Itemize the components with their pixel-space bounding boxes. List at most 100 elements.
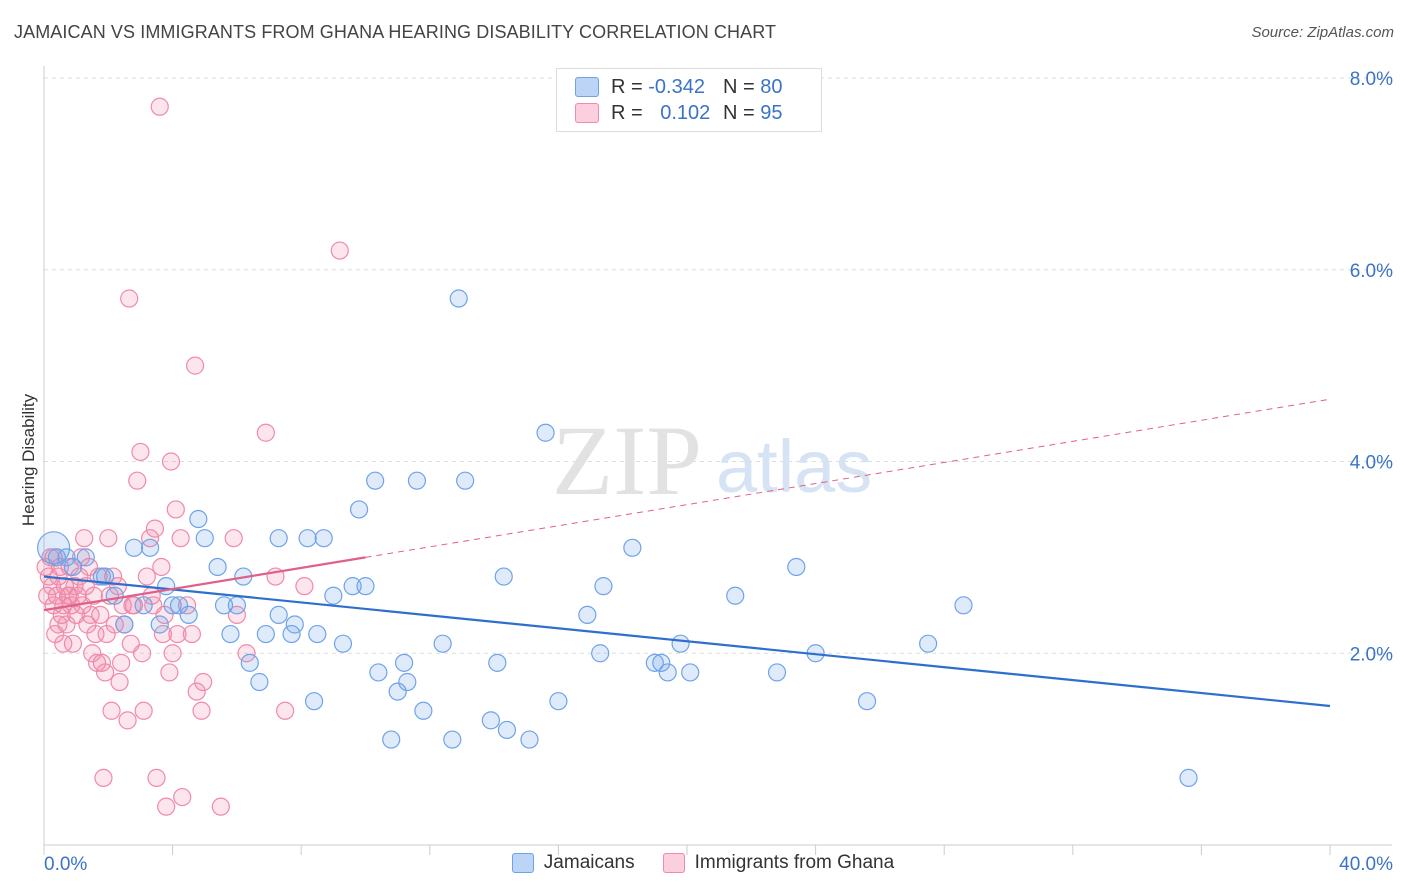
data-point-jamaican bbox=[652, 653, 671, 672]
data-point-jamaican bbox=[449, 289, 468, 308]
data-point-ghana bbox=[120, 289, 139, 308]
x-tick-label: 0.0% bbox=[44, 854, 87, 875]
data-point-jamaican bbox=[140, 538, 160, 557]
jamaican-points bbox=[37, 289, 1198, 787]
data-point-ghana bbox=[81, 605, 100, 625]
data-point-ghana bbox=[166, 500, 185, 519]
data-point-ghana bbox=[54, 634, 73, 653]
watermark-atlas: atlas bbox=[716, 425, 872, 508]
data-point-jamaican bbox=[250, 672, 269, 692]
data-point-jamaican bbox=[227, 596, 246, 615]
y-tick-label: 4.0% bbox=[1350, 453, 1393, 474]
data-point-ghana bbox=[161, 452, 181, 471]
data-point-jamaican bbox=[214, 596, 234, 615]
data-point-jamaican bbox=[388, 682, 407, 701]
data-point-jamaican bbox=[195, 529, 214, 548]
data-point-jamaican bbox=[623, 538, 642, 557]
data-point-ghana bbox=[152, 557, 171, 577]
data-point-ghana bbox=[94, 768, 113, 787]
data-point-jamaican bbox=[115, 615, 134, 634]
data-point-jamaican bbox=[494, 567, 513, 586]
data-point-jamaican bbox=[269, 529, 288, 548]
data-point-jamaican bbox=[549, 692, 568, 711]
data-point-jamaican bbox=[481, 711, 500, 730]
data-point-ghana bbox=[160, 663, 179, 682]
y-tick-label: 2.0% bbox=[1350, 644, 1393, 665]
r-label: R = bbox=[611, 101, 643, 124]
axes bbox=[43, 66, 1392, 855]
data-point-jamaican bbox=[324, 586, 343, 605]
data-point-ghana bbox=[256, 423, 275, 442]
data-point-ghana bbox=[211, 797, 230, 816]
trend-line-ghana bbox=[43, 556, 366, 612]
data-point-jamaican bbox=[150, 615, 169, 634]
data-point-ghana bbox=[99, 529, 118, 548]
data-point-jamaican bbox=[343, 577, 362, 596]
data-point-jamaican bbox=[256, 624, 275, 644]
data-point-ghana bbox=[92, 653, 111, 672]
data-point-ghana bbox=[134, 701, 153, 720]
data-point-jamaican bbox=[124, 538, 144, 557]
data-point-jamaican bbox=[356, 577, 375, 596]
data-point-ghana bbox=[97, 624, 116, 644]
data-point-ghana bbox=[173, 787, 192, 807]
legend-swatch-blue bbox=[575, 77, 599, 97]
data-point-jamaican bbox=[366, 471, 385, 490]
data-point-jamaican bbox=[645, 653, 664, 672]
data-point-ghana bbox=[276, 701, 295, 720]
data-point-jamaican bbox=[169, 596, 189, 615]
data-point-jamaican bbox=[407, 471, 427, 490]
data-point-jamaican bbox=[47, 548, 66, 567]
data-point-jamaican bbox=[208, 557, 227, 577]
data-point-ghana bbox=[91, 605, 110, 625]
data-point-ghana bbox=[60, 586, 79, 605]
data-point-ghana bbox=[157, 797, 176, 816]
data-point-ghana bbox=[168, 624, 187, 644]
data-point-jamaican bbox=[37, 531, 71, 565]
n-label: N = bbox=[723, 101, 755, 124]
n-label: N = bbox=[723, 75, 755, 98]
data-point-jamaican bbox=[456, 471, 475, 490]
data-point-ghana bbox=[163, 644, 182, 663]
data-point-ghana bbox=[227, 605, 246, 625]
data-point-jamaican bbox=[591, 644, 610, 663]
legend-item-jamaicans[interactable]: Jamaicans bbox=[511, 852, 635, 874]
data-point-jamaican bbox=[189, 509, 208, 529]
data-point-jamaican bbox=[282, 624, 301, 644]
data-point-jamaican bbox=[76, 548, 95, 567]
data-point-jamaican bbox=[63, 557, 83, 577]
data-point-jamaican bbox=[681, 663, 700, 682]
watermark: ZIP atlas bbox=[552, 405, 872, 516]
n-value: 80 bbox=[760, 75, 783, 98]
data-point-ghana bbox=[131, 442, 150, 462]
data-point-ghana bbox=[38, 586, 57, 605]
data-point-jamaican bbox=[163, 596, 182, 615]
data-point-ghana bbox=[182, 624, 201, 644]
data-point-jamaican bbox=[105, 586, 124, 605]
ghana-points bbox=[36, 97, 349, 816]
data-point-jamaican bbox=[433, 634, 452, 653]
legend-item-ghana[interactable]: Immigrants from Ghana bbox=[662, 852, 894, 874]
data-point-jamaican bbox=[308, 624, 327, 644]
data-point-ghana bbox=[50, 557, 70, 577]
data-point-ghana bbox=[128, 471, 147, 490]
data-point-jamaican bbox=[414, 701, 433, 720]
data-point-jamaican bbox=[57, 548, 76, 567]
legend-label: Jamaicans bbox=[543, 852, 635, 873]
data-point-ghana bbox=[63, 634, 83, 653]
data-point-jamaican bbox=[857, 692, 877, 711]
grid-lines bbox=[44, 77, 1392, 654]
data-point-ghana bbox=[102, 701, 121, 720]
data-point-ghana bbox=[187, 682, 206, 701]
data-point-jamaican bbox=[221, 624, 240, 644]
data-point-ghana bbox=[224, 529, 243, 548]
y-tick-labels: 2.0% 4.0% 6.0% 8.0% bbox=[1350, 69, 1393, 665]
data-point-jamaican bbox=[726, 586, 745, 605]
data-point-jamaican bbox=[787, 557, 806, 577]
x-tick-labels: 0.0% 40.0% bbox=[44, 854, 1393, 875]
data-point-jamaican bbox=[954, 596, 973, 615]
data-point-ghana bbox=[118, 711, 137, 730]
data-point-ghana bbox=[112, 653, 131, 672]
data-point-ghana bbox=[75, 529, 94, 548]
